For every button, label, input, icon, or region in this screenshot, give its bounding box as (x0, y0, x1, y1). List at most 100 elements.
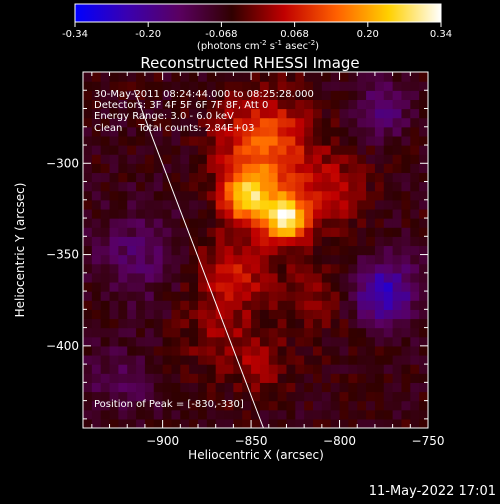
heatmap-cell (295, 81, 305, 91)
heatmap-cell (136, 218, 146, 228)
heatmap-cell (383, 81, 394, 91)
heatmap-cell (189, 163, 199, 174)
heatmap-cell (268, 245, 279, 256)
heatmap-cell (330, 190, 341, 201)
heatmap-cell (366, 354, 376, 365)
heatmap-cell (304, 345, 314, 356)
heatmap-cell (109, 254, 119, 265)
annotation-energy-range: Energy Range: 3.0 - 6.0 keV (94, 111, 234, 122)
heatmap-cell (136, 208, 146, 219)
heatmap-cell (313, 245, 323, 256)
heatmap-cell (136, 126, 146, 137)
heatmap-cell (392, 300, 403, 310)
heatmap-cell (321, 309, 332, 320)
heatmap-cell (198, 99, 208, 110)
heatmap-cell (118, 300, 128, 310)
heatmap-cell (286, 281, 296, 292)
heatmap-cell (233, 199, 243, 210)
heatmap-cell (348, 236, 358, 247)
heatmap-cell (242, 154, 252, 164)
heatmap-cell (189, 145, 199, 155)
heatmap-cell (153, 81, 164, 91)
heatmap-cell (392, 254, 403, 265)
heatmap-cell (206, 72, 217, 82)
heatmap-cell (136, 236, 146, 247)
heatmap-cell (153, 126, 164, 137)
heatmap-cell (233, 154, 243, 164)
heatmap-cell (224, 108, 234, 119)
heatmap-cell (100, 373, 111, 383)
heatmap-cell (401, 354, 411, 365)
heatmap-cell (357, 272, 367, 283)
heatmap-cell (268, 309, 279, 320)
heatmap-cell (224, 409, 234, 420)
heatmap-cell (366, 90, 376, 100)
heatmap-cell (206, 163, 217, 174)
heatmap-cell (224, 318, 234, 329)
heatmap-cell (144, 227, 155, 237)
heatmap-cell (321, 99, 332, 110)
heatmap-cell (153, 208, 164, 219)
heatmap-cell (109, 281, 119, 292)
heatmap-cell (383, 354, 394, 365)
heatmap-cell (180, 309, 190, 320)
heatmap-cell (118, 145, 128, 155)
heatmap-cell (383, 409, 394, 420)
heatmap-cell (268, 227, 279, 237)
heatmap-cell (91, 181, 102, 192)
heatmap-cell (91, 117, 102, 128)
heatmap-cell (215, 409, 226, 420)
heatmap-cell (153, 108, 164, 119)
heatmap-cell (321, 382, 332, 393)
heatmap-cell (304, 309, 314, 320)
heatmap-cell (136, 199, 146, 210)
heatmap-cell (295, 300, 305, 310)
heatmap-cell (277, 382, 288, 393)
heatmap-cell (180, 345, 190, 356)
heatmap-cell (242, 373, 252, 383)
heatmap-cell (224, 99, 234, 110)
colorbar-tick-label: -0.34 (62, 29, 88, 40)
heatmap-cell (242, 99, 252, 110)
heatmap-cell (392, 126, 403, 137)
heatmap-cell (401, 327, 411, 338)
heatmap-cell (374, 126, 385, 137)
heatmap-cell (357, 345, 367, 356)
heatmap-cell (330, 263, 341, 274)
heatmap-cell (100, 81, 111, 91)
heatmap-cell (153, 327, 164, 338)
heatmap-cell (392, 181, 403, 192)
colorbar-gradient (74, 3, 442, 23)
heatmap-cell (286, 99, 296, 110)
heatmap-cell (109, 208, 119, 219)
heatmap-cell (357, 236, 367, 247)
heatmap-cell (242, 354, 252, 365)
heatmap-cell (330, 245, 341, 256)
heatmap-cell (330, 345, 341, 356)
heatmap-cell (162, 354, 173, 365)
heatmap-cell (233, 400, 243, 411)
heatmap-cell (144, 90, 155, 100)
heatmap-cell (242, 300, 252, 310)
heatmap-cell (83, 126, 93, 137)
heatmap-cell (162, 218, 173, 228)
heatmap-cell (162, 309, 173, 320)
heatmap-cell (171, 345, 181, 356)
heatmap-cell (268, 263, 279, 274)
heatmap-cell (171, 218, 181, 228)
heatmap-cell (83, 272, 93, 283)
heatmap-cell (118, 309, 128, 320)
heatmap-cell (374, 108, 385, 119)
heatmap-cell (339, 364, 349, 374)
heatmap-cell (144, 309, 155, 320)
heatmap-cell (383, 154, 394, 164)
heatmap-cell (242, 382, 252, 393)
heatmap-cell (136, 364, 146, 374)
heatmap-cell (330, 300, 341, 310)
heatmap-cell (136, 163, 146, 174)
heatmap-cell (83, 172, 93, 183)
heatmap-cell (118, 190, 128, 201)
heatmap-cell (171, 254, 181, 265)
heatmap-cell (321, 364, 332, 374)
heatmap-cell (206, 190, 217, 201)
